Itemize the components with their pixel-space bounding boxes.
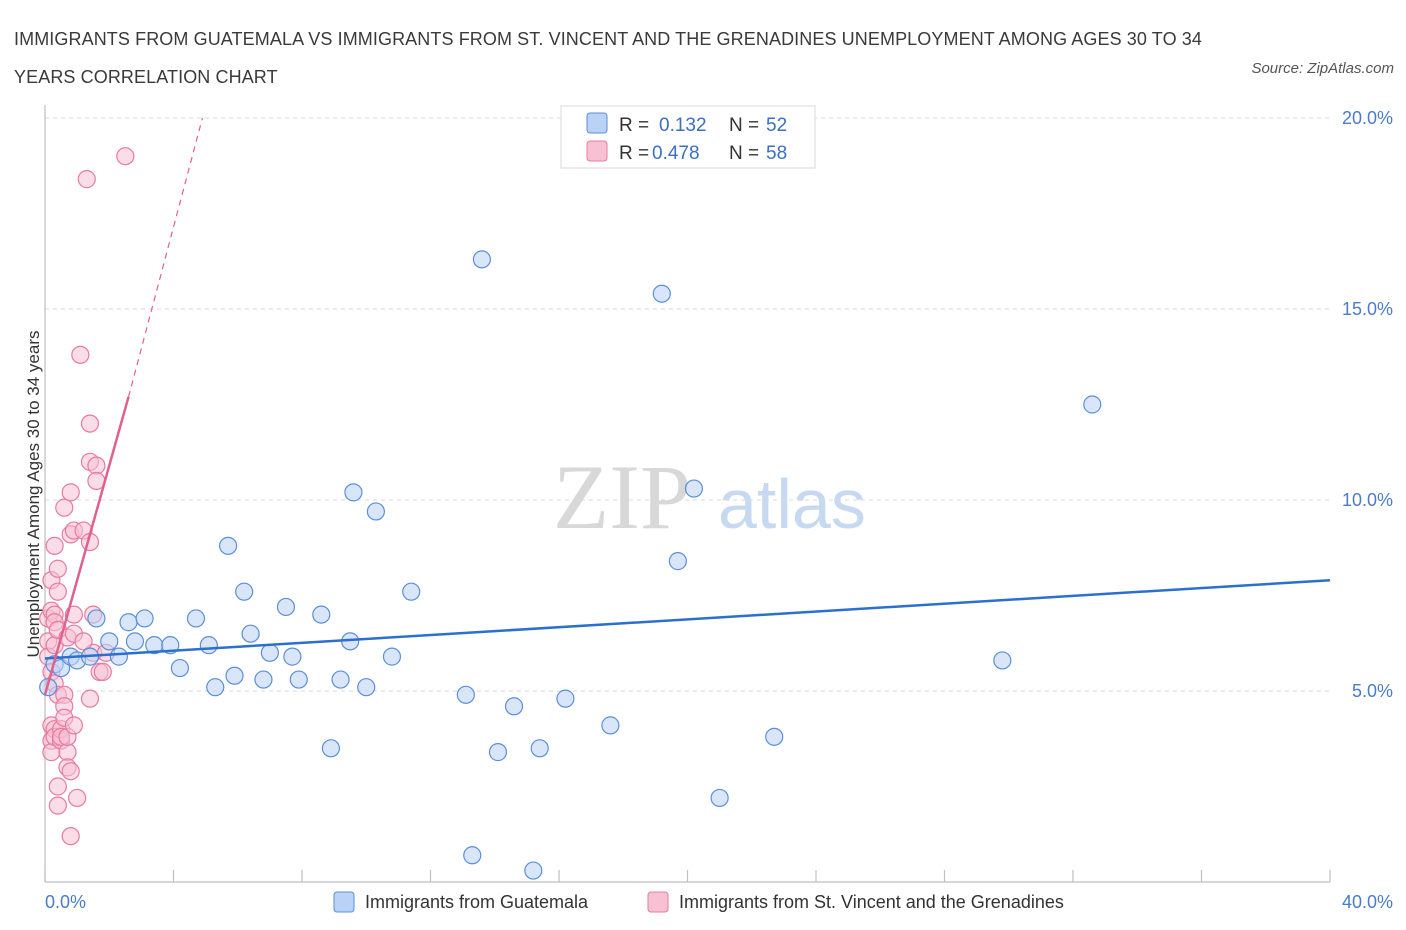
guatemala-point-50: [993, 651, 1012, 670]
watermark-zip: ZIP: [553, 446, 691, 548]
guatemala-point-42: [530, 739, 549, 758]
gridlines: [45, 117, 1330, 692]
x-tick-label-1: 40.0%: [1342, 892, 1393, 912]
bottom-legend-swatch-svg: [647, 891, 669, 913]
guatemala-point-33: [366, 502, 385, 521]
legend-swatch-guatemala: [586, 112, 608, 134]
guatemala-point-44: [601, 716, 620, 735]
guatemala-point-51: [1083, 395, 1102, 414]
guatemala-point-18: [219, 536, 238, 555]
guatemala-point-35: [402, 582, 421, 601]
guatemala-point-11: [135, 609, 154, 628]
guatemala-point-15: [186, 609, 206, 628]
guatemala-point-40: [504, 697, 524, 716]
guatemala-point-36: [456, 685, 475, 704]
y-tick-label-1: 10.0%: [1342, 490, 1393, 510]
legend-n-value-2: 58: [766, 143, 787, 164]
x-tick-label-0: 0.0%: [45, 892, 86, 912]
guatemala-point-24: [276, 597, 296, 617]
bottom-legend: Immigrants from Guatemala Immigrants fro…: [333, 891, 1064, 913]
guatemala-point-43: [556, 689, 575, 708]
legend-n-value-1: 52: [766, 115, 787, 136]
guatemala-point-32: [357, 678, 376, 697]
guatemala-point-49: [765, 727, 784, 746]
guatemala-point-28: [321, 739, 341, 758]
source-label: Source: ZipAtlas.com: [1251, 60, 1394, 77]
bottom-legend-swatch-guatemala: [333, 891, 355, 913]
legend-r-label-2: R =: [619, 143, 649, 164]
guatemala-point-47: [684, 479, 704, 498]
legend-r-label-1: R =: [619, 115, 649, 136]
guatemala-point-7: [100, 632, 119, 651]
guatemala-point-37: [463, 846, 482, 865]
y-axis-label: Unemployment Among Ages 30 to 34 years: [24, 331, 43, 658]
guatemala-point-26: [289, 670, 308, 689]
guatemala-point-17: [206, 678, 225, 697]
guatemala-point-16: [199, 636, 218, 655]
guatemala-point-27: [312, 605, 331, 624]
svg-trend-line-extension: [127, 117, 203, 398]
y-tick-labels: 5.0% 10.0% 15.0% 20.0%: [1342, 108, 1393, 701]
guatemala-point-21: [241, 624, 260, 643]
guatemala-point-23: [260, 643, 279, 662]
legend-r-value-2: 0.478: [652, 143, 700, 164]
guatemala-point-29: [331, 670, 350, 689]
guatemala-point-9: [119, 613, 138, 632]
guatemala-point-14: [170, 658, 190, 678]
guatemala-point-39: [488, 743, 508, 762]
guatemala-point-20: [235, 582, 254, 601]
guatemala-trend-line: [44, 578, 1331, 660]
guatemala-point-8: [109, 647, 128, 666]
x-tick-labels: 0.0% 40.0%: [45, 892, 1393, 912]
trend-lines: [43, 117, 1331, 696]
guatemala-point-46: [668, 552, 687, 571]
legend-n-label-1: N =: [729, 115, 759, 136]
watermark-atlas: atlas: [718, 465, 866, 543]
legend-swatch-svg: [586, 140, 608, 162]
guatemala-point-45: [652, 284, 671, 303]
guatemala-point-19: [225, 666, 244, 685]
guatemala-point-10: [125, 632, 145, 651]
guatemala-point-22: [254, 670, 273, 689]
legend-r-value-1: 0.132: [659, 115, 707, 136]
axes: [44, 105, 1331, 883]
guatemala-point-41: [524, 861, 543, 880]
top-legend: R = 0.132 N = 52 R = 0.478 N = 58: [560, 105, 816, 169]
svg-trend-line: [43, 396, 130, 696]
series-guatemala-points: [39, 250, 1102, 880]
y-tick-label-3: 20.0%: [1342, 108, 1393, 128]
guatemala-point-34: [382, 647, 402, 666]
bottom-legend-label-svg: Immigrants from St. Vincent and the Gren…: [679, 892, 1064, 912]
guatemala-point-25: [283, 647, 302, 666]
y-tick-label-0: 5.0%: [1352, 681, 1393, 701]
guatemala-point-6: [87, 609, 106, 628]
y-tick-label-2: 15.0%: [1342, 299, 1393, 319]
guatemala-point-38: [472, 250, 491, 269]
series-svg-points: [39, 147, 135, 846]
chart-title: IMMIGRANTS FROM GUATEMALA VS IMMIGRANTS …: [14, 29, 1202, 87]
guatemala-point-48: [710, 788, 729, 808]
bottom-legend-label-guatemala: Immigrants from Guatemala: [365, 892, 589, 912]
guatemala-point-31: [344, 483, 363, 502]
legend-n-label-2: N =: [729, 143, 759, 164]
